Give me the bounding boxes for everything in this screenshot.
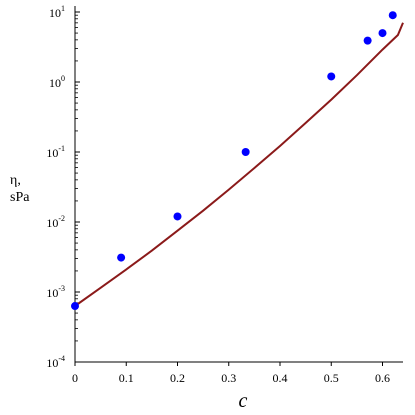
y-tick-label: 10-4: [46, 354, 65, 370]
y-tick-label: 10-3: [46, 284, 65, 300]
y-tick-label: 101: [49, 4, 65, 20]
x-tick-label: 0.2: [170, 371, 185, 385]
y-axis-title-line1: η,: [10, 173, 21, 188]
fit-curve: [74, 22, 404, 307]
data-point: [173, 212, 182, 221]
tick-labels-layer: 0 0.1 0.2 0.3 0.4 0.5 0.6 10-4 10-3 10-2 10-1 100 10…: [46, 4, 390, 385]
axes: [74, 6, 403, 366]
x-tick-label: 0: [72, 371, 78, 385]
data-point: [241, 148, 250, 156]
data-point: [388, 11, 397, 20]
x-tick-label: 0.4: [273, 371, 288, 385]
data-point: [378, 29, 387, 38]
y-tick-label: 10-1: [46, 144, 65, 160]
fit-curve-layer: [74, 22, 404, 307]
x-tick-label: 0.3: [221, 371, 236, 385]
data-point: [363, 36, 372, 45]
x-axis-title: c: [239, 390, 248, 412]
data-point: [117, 253, 126, 262]
data-point: [71, 302, 79, 311]
y-tick-label: 10-2: [46, 214, 65, 230]
y-tick-label: 100: [49, 74, 65, 90]
x-tick-label: 0.1: [119, 371, 134, 385]
x-tick-label: 0.5: [324, 371, 339, 385]
y-axis-title-line2: sPa: [10, 190, 30, 205]
data-point: [327, 72, 336, 81]
x-tick-label: 0.6: [375, 371, 390, 385]
data-points-layer: [71, 11, 397, 311]
